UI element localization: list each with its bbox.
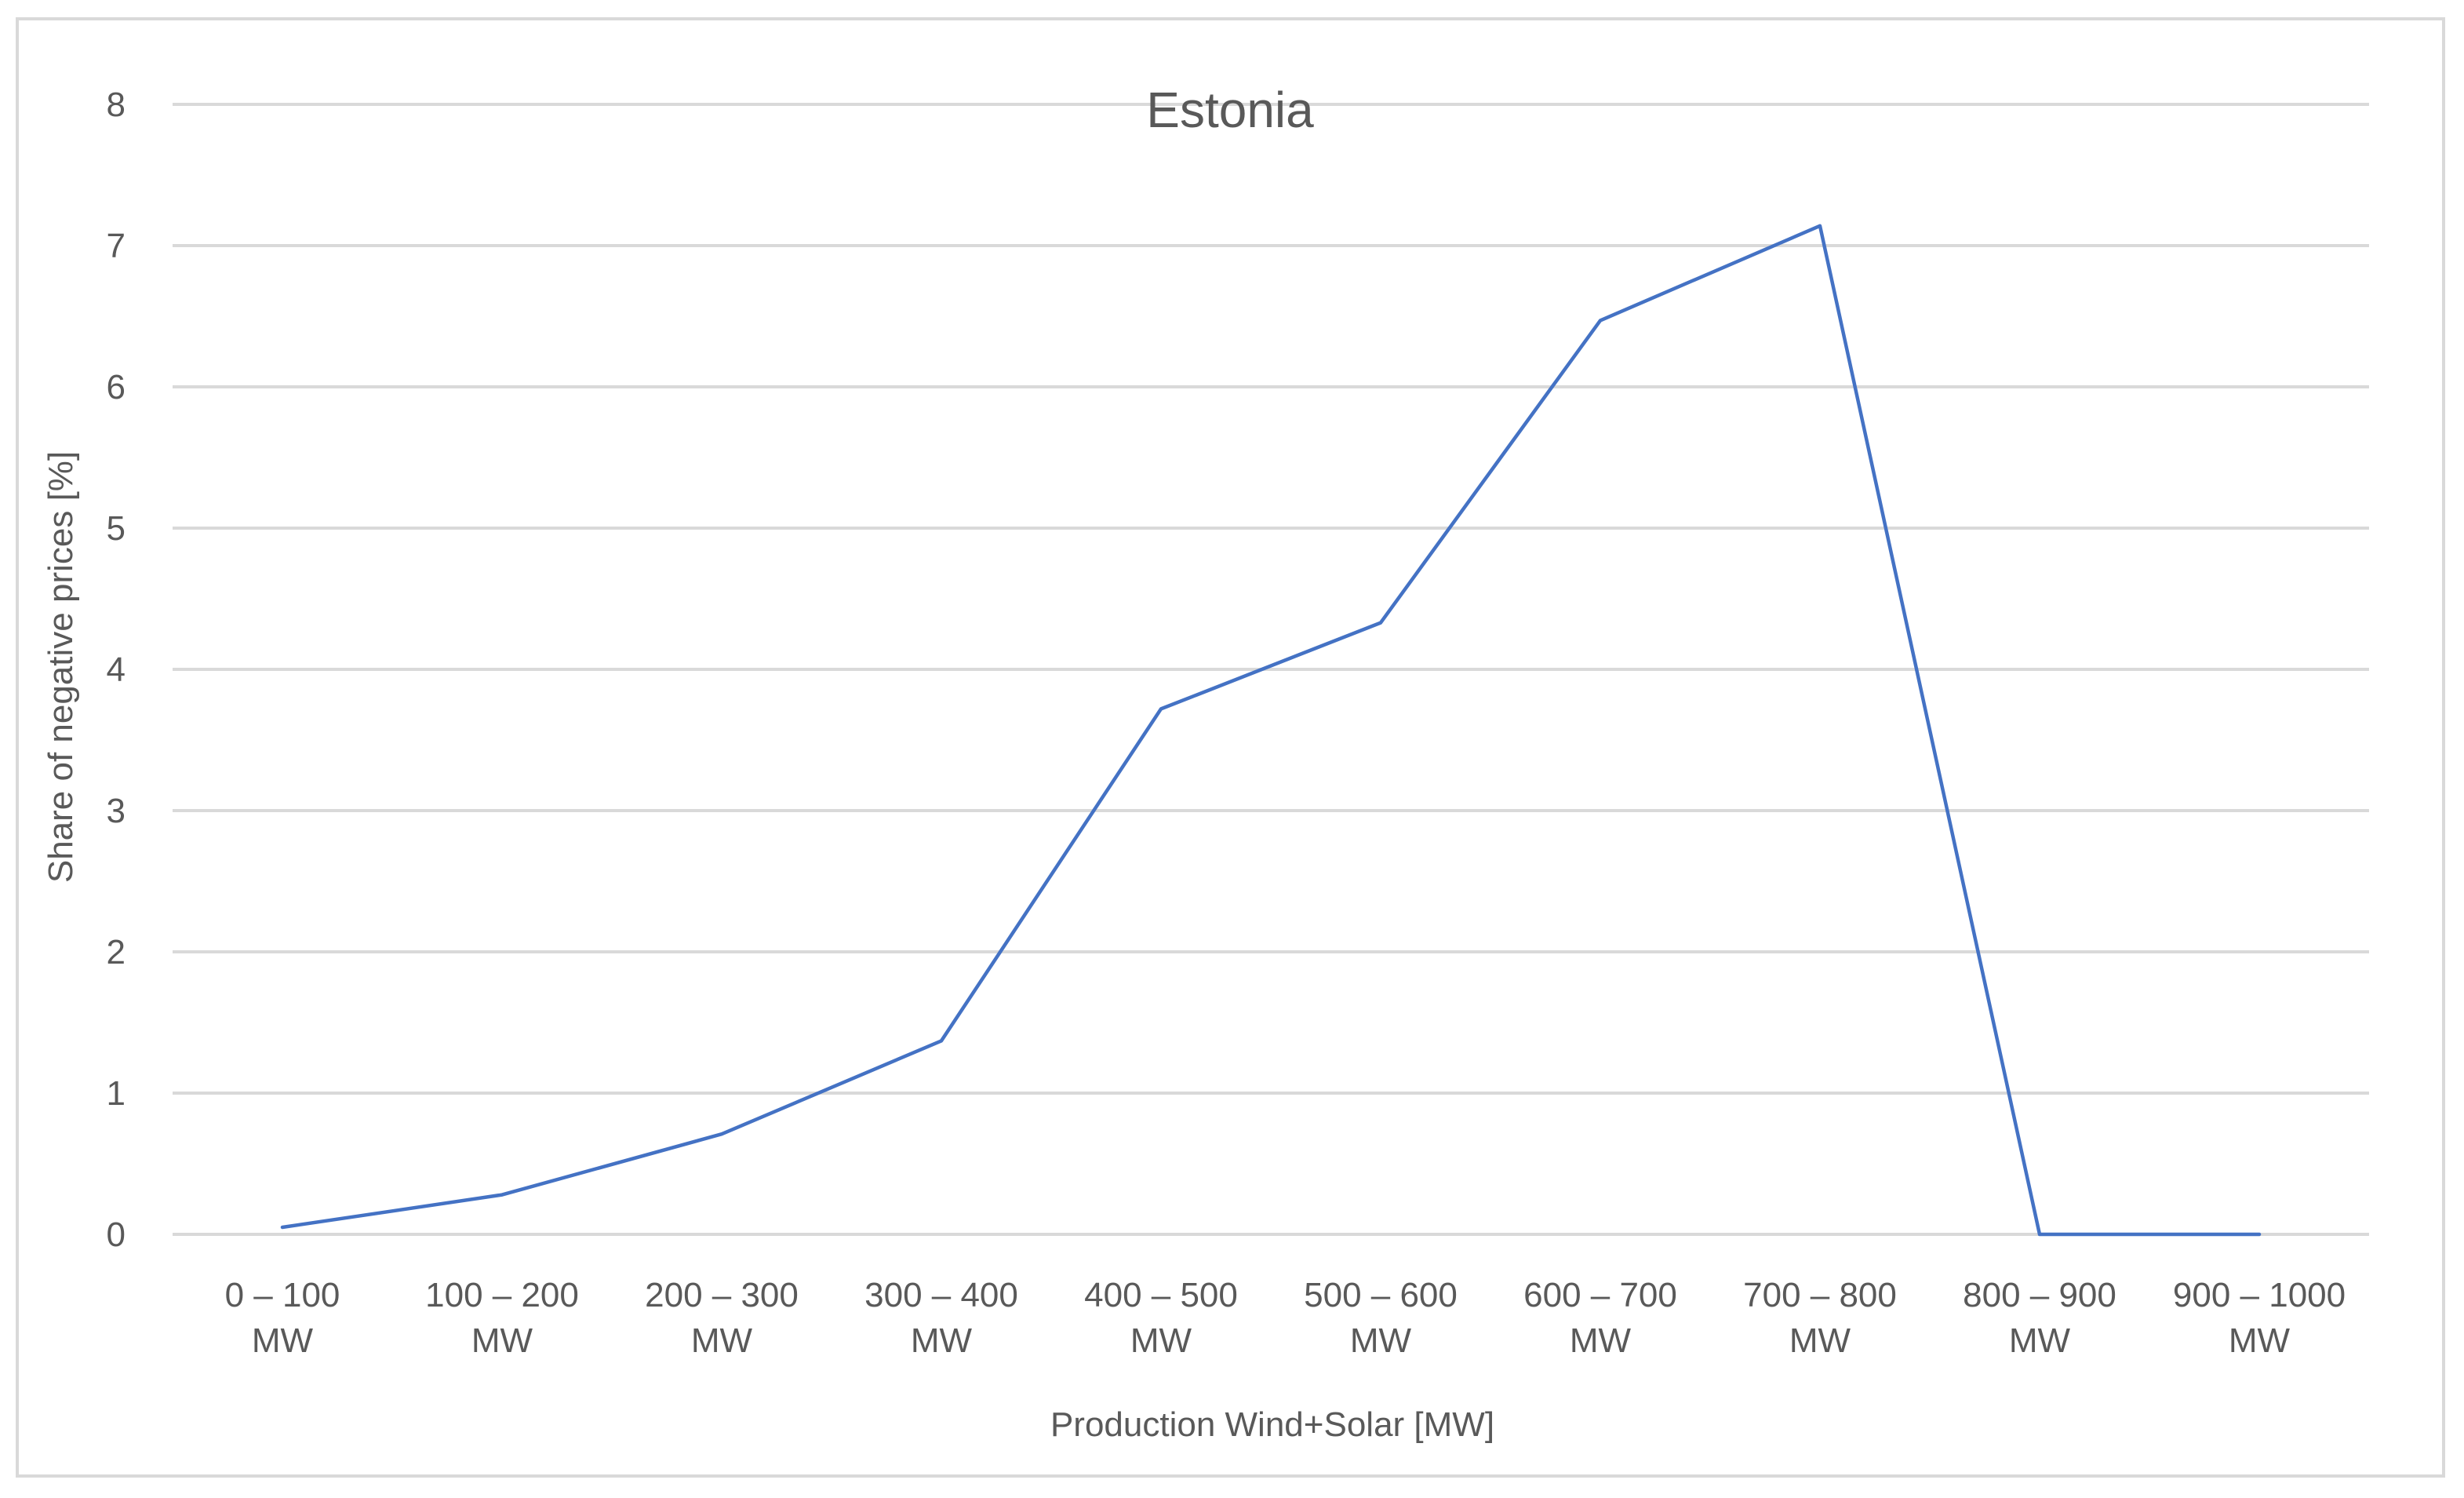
x-axis-title: Production Wind+Solar [MW] xyxy=(1050,1405,1494,1444)
y-tick-label: 2 xyxy=(107,933,126,971)
y-tick-label: 4 xyxy=(107,651,126,689)
y-tick-label: 7 xyxy=(107,227,126,265)
y-tick-label: 1 xyxy=(107,1074,126,1113)
y-tick-label: 0 xyxy=(107,1216,126,1254)
x-axis-tick-labels: 0 – 100 MW 100 – 200 MW 200 – 300 MW 300 – 400… xyxy=(225,1276,2346,1360)
x-tick-label: 400 – 500 MW xyxy=(1084,1276,1238,1360)
x-tick-label: 600 – 700 MW xyxy=(1523,1276,1677,1360)
y-axis-tick-labels: 0 1 2 3 4 5 6 7 8 xyxy=(107,86,126,1254)
x-tick-label: 800 – 900 MW xyxy=(1963,1276,2116,1360)
x-tick-label: 500 – 600 MW xyxy=(1304,1276,1458,1360)
y-tick-label: 3 xyxy=(107,792,126,830)
x-tick-label: 900 – 1000 MW xyxy=(2173,1276,2346,1360)
x-tick-label: 300 – 400 MW xyxy=(864,1276,1018,1360)
chart-title: Estonia xyxy=(1146,82,1314,138)
x-tick-label: 200 – 300 MW xyxy=(645,1276,799,1360)
x-tick-label: 700 – 800 MW xyxy=(1743,1276,1897,1360)
y-tick-label: 6 xyxy=(107,368,126,406)
y-tick-label: 8 xyxy=(107,86,126,124)
x-tick-label: 0 – 100 MW xyxy=(225,1276,340,1360)
y-tick-label: 5 xyxy=(107,509,126,548)
series-line xyxy=(280,224,2262,1237)
x-tick-label: 100 – 200 MW xyxy=(425,1276,579,1360)
y-axis-title: Share of negative prices [%] xyxy=(42,451,80,883)
gridlines xyxy=(173,103,2369,1236)
series-layer xyxy=(280,224,2262,1237)
